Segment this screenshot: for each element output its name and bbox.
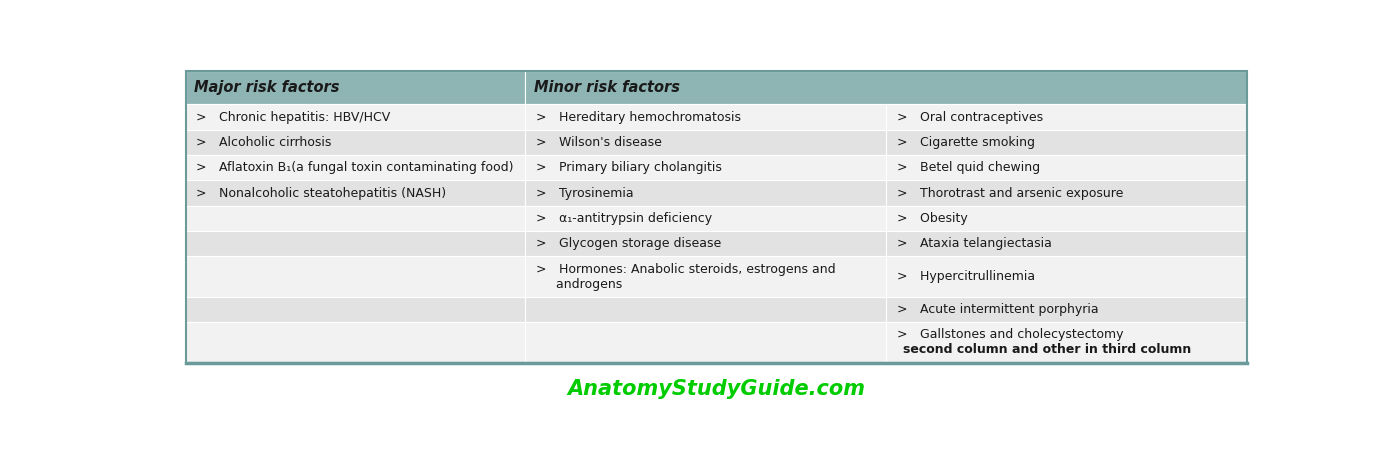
Bar [526,130,886,155]
Text: > Wilson's disease: > Wilson's disease [537,136,663,149]
Text: > α₁-antitrypsin deficiency: > α₁-antitrypsin deficiency [537,212,713,225]
Bar [526,104,886,130]
Text: > Oral contraceptives: > Oral contraceptives [898,111,1043,123]
Bar [186,297,526,322]
Text: > Aflatoxin B₁(a fungal toxin contaminating food): > Aflatoxin B₁(a fungal toxin contaminat… [196,161,514,174]
Bar [886,256,1247,297]
Text: > Primary biliary cholangitis: > Primary biliary cholangitis [537,161,721,174]
Bar [186,180,526,206]
Bar [186,322,526,363]
Bar [886,104,1247,130]
Text: > Chronic hepatitis: HBV/HCV: > Chronic hepatitis: HBV/HCV [196,111,390,123]
Bar [526,155,886,180]
Bar [526,71,1247,104]
Text: > Betel quid chewing: > Betel quid chewing [898,161,1040,174]
Bar [886,297,1247,322]
Text: > Hormones: Anabolic steroids, estrogens and
     androgens: > Hormones: Anabolic steroids, estrogens… [537,263,836,291]
Bar [186,256,526,297]
Bar [186,206,526,231]
Bar [186,130,526,155]
Bar [526,322,886,363]
Bar [886,130,1247,155]
Text: > Gallstones and cholecystectomy: > Gallstones and cholecystectomy [898,328,1128,341]
Bar [886,206,1247,231]
Text: > Glycogen storage disease: > Glycogen storage disease [537,237,721,250]
Text: second column and other in third column: second column and other in third column [903,343,1191,356]
Text: Minor risk factors: Minor risk factors [534,80,679,95]
Bar [886,180,1247,206]
Text: > Hypercitrullinemia: > Hypercitrullinemia [898,270,1036,283]
Bar [886,155,1247,180]
Bar [886,322,1247,363]
Bar [186,231,526,256]
Text: > Nonalcoholic steatohepatitis (NASH): > Nonalcoholic steatohepatitis (NASH) [196,186,446,200]
Bar [886,231,1247,256]
Text: > Hereditary hemochromatosis: > Hereditary hemochromatosis [537,111,741,123]
Text: > Cigarette smoking: > Cigarette smoking [898,136,1035,149]
Text: > Alcoholic cirrhosis: > Alcoholic cirrhosis [196,136,331,149]
Bar [186,71,1247,363]
Text: > Thorotrast and arsenic exposure: > Thorotrast and arsenic exposure [898,186,1124,200]
Text: > Gallstones and cholecystectomy: > Gallstones and cholecystectomy [898,328,1128,341]
Bar [526,297,886,322]
Text: > Ataxia telangiectasia: > Ataxia telangiectasia [898,237,1053,250]
Text: > Acute intermittent porphyria: > Acute intermittent porphyria [898,303,1099,316]
Bar [526,180,886,206]
Text: > Obesity: > Obesity [898,212,967,225]
Bar [186,155,526,180]
Text: > Tyrosinemia: > Tyrosinemia [537,186,633,200]
Bar [526,231,886,256]
Bar [526,256,886,297]
Bar [526,206,886,231]
Bar [186,71,526,104]
Text: Major risk factors: Major risk factors [194,80,340,95]
Text: AnatomyStudyGuide.com: AnatomyStudyGuide.com [568,379,865,399]
Bar [186,104,526,130]
